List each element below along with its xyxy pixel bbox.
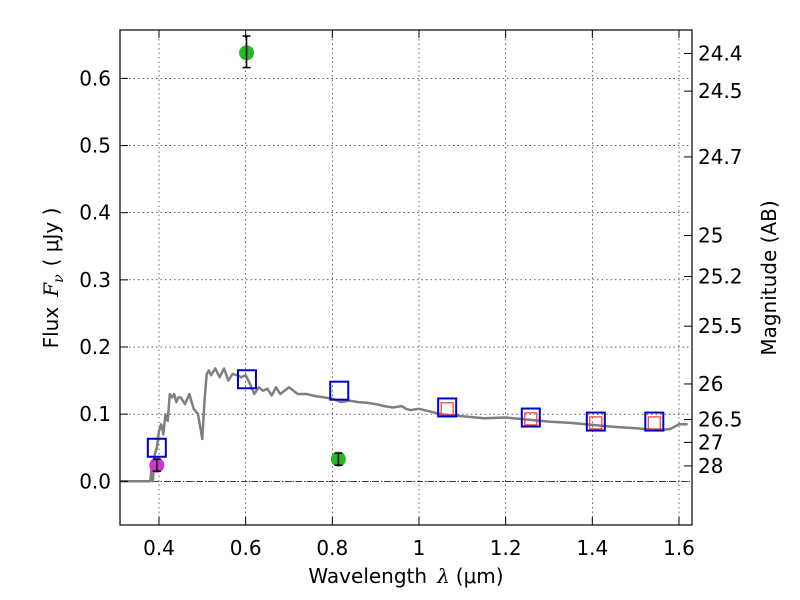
nir-square-3	[647, 416, 661, 430]
magnitude-tick-label-1: 24.5	[698, 79, 743, 103]
y-axis-title: FluxFν( μJy )	[39, 208, 67, 349]
nir-square-0	[440, 402, 454, 416]
x-tick-label-1: 0.6	[230, 536, 262, 560]
magnitude-tick-label-9: 28	[698, 454, 723, 478]
sed-curve-group	[120, 367, 688, 483]
magnitude-tick-label-8: 27	[698, 430, 723, 454]
x-tick-label-5: 1.4	[576, 536, 608, 560]
model-square-5	[585, 411, 606, 432]
y2-axis-title: Magnitude (AB)	[757, 200, 781, 355]
axis-ticks	[120, 30, 692, 525]
nir-photometry-group	[440, 402, 661, 430]
nir-square-2	[589, 416, 603, 430]
model-photometry-group	[146, 369, 665, 458]
x-tick-label-2: 0.8	[316, 536, 348, 560]
model-square-2	[329, 380, 350, 401]
x-axis-title: Wavelength λ (μm)	[308, 564, 503, 588]
observed-points-group	[149, 35, 346, 473]
y-tick-label-3: 0.3	[79, 268, 111, 292]
magnitude-tick-label-0: 24.4	[698, 42, 743, 66]
x-tick-label-0: 0.4	[143, 536, 175, 560]
model-square-0	[146, 437, 167, 458]
y-tick-label-1: 0.1	[79, 402, 111, 426]
model-square-4	[520, 407, 541, 428]
model-square-3	[437, 397, 458, 418]
plot-frame	[119, 29, 693, 526]
model-square-6	[644, 411, 665, 432]
x-tick-label-3: 1	[413, 536, 426, 560]
y-tick-label-4: 0.4	[79, 201, 111, 225]
nir-square-1	[524, 412, 538, 426]
y-tick-label-0: 0.0	[79, 469, 111, 493]
magnitude-tick-label-4: 25.2	[698, 264, 743, 288]
magnitude-tick-label-6: 26	[698, 372, 723, 396]
y-tick-label-2: 0.2	[79, 335, 111, 359]
y-tick-labels: 0.0 0.1 0.2 0.3 0.4 0.5 0.6	[79, 66, 111, 493]
x-tick-label-4: 1.2	[490, 536, 522, 560]
magnitude-tick-label-5: 25.5	[698, 314, 743, 338]
sed-curve	[120, 367, 688, 483]
grid-lines	[120, 30, 692, 525]
magnitude-tick-label-3: 25	[698, 224, 723, 248]
y-tick-label-6: 0.6	[79, 66, 111, 90]
model-square-1	[236, 369, 257, 390]
y-tick-label-5: 0.5	[79, 134, 111, 158]
x-tick-label-6: 1.6	[663, 536, 695, 560]
magnitude-tick-label-2: 24.7	[698, 145, 743, 169]
magnitude-tick-label-7: 26.5	[698, 408, 743, 432]
x-tick-labels: 0.4 0.6 0.8 1 1.2 1.4 1.6	[143, 536, 695, 560]
